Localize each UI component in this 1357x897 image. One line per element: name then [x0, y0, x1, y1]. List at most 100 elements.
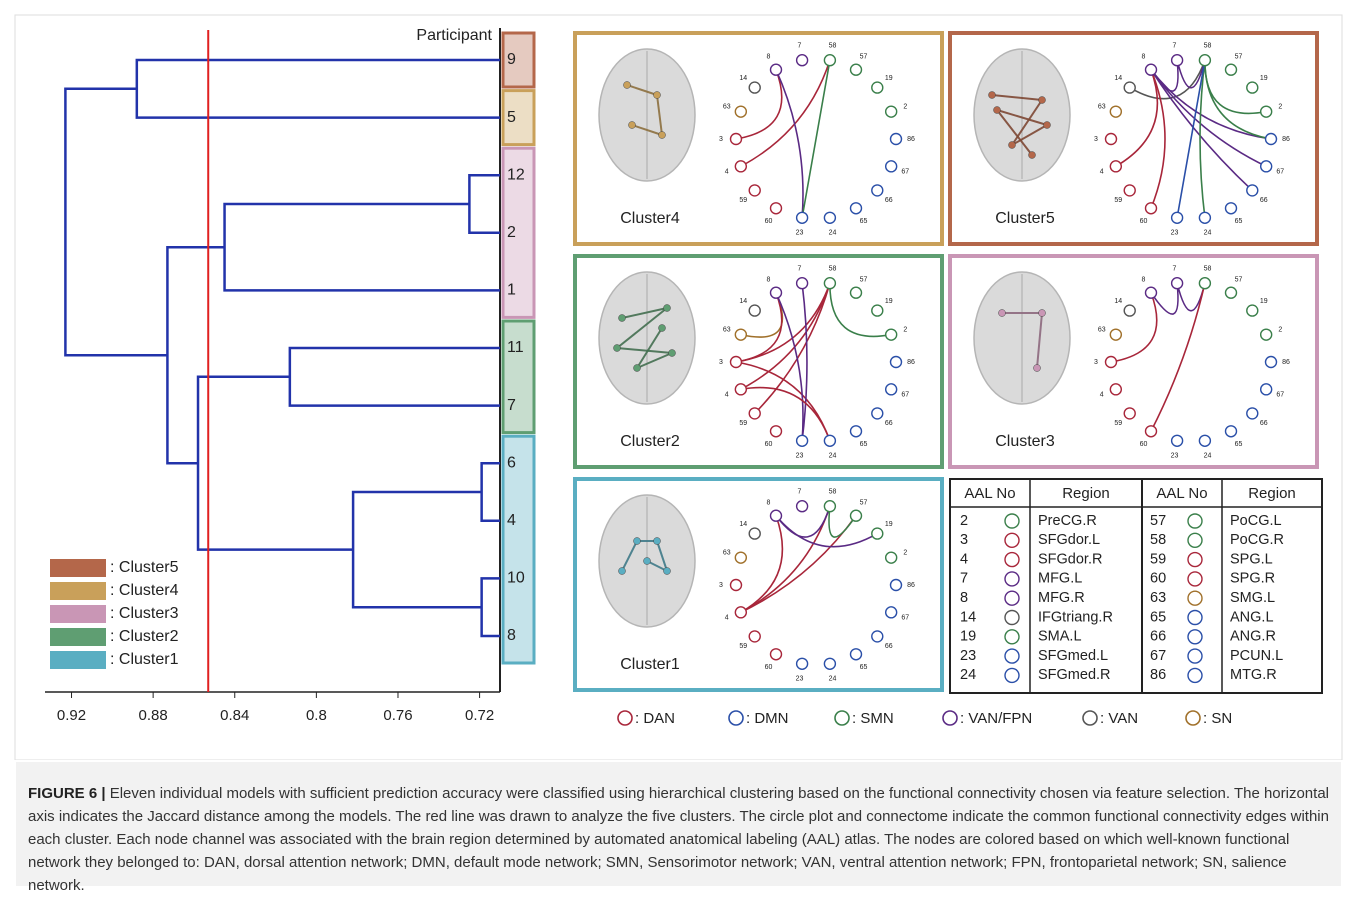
table-cell: 60	[1150, 571, 1166, 587]
circle-node	[731, 134, 742, 145]
brain-node	[619, 315, 626, 322]
node-label: 4	[1100, 391, 1104, 398]
leaf-label: 4	[507, 512, 516, 529]
circle-node	[824, 55, 835, 66]
circle-node	[1261, 106, 1272, 117]
table-cell: 86	[1150, 667, 1166, 683]
node-label: 86	[907, 582, 915, 589]
circle-node	[886, 161, 897, 172]
brain-node	[634, 538, 641, 545]
table-cell: PoCG.L	[1230, 513, 1282, 529]
dendrogram-link	[198, 377, 353, 550]
dendrogram-link	[167, 247, 224, 463]
legend-label: : Cluster2	[110, 628, 179, 645]
node-label: 2	[903, 103, 907, 110]
circle-node	[851, 510, 862, 521]
node-label: 8	[1142, 277, 1146, 284]
node-label: 4	[725, 391, 729, 398]
node-label: 59	[1114, 197, 1122, 204]
node-label: 60	[765, 441, 773, 448]
brain-node	[654, 92, 661, 99]
circle-node	[851, 426, 862, 437]
circle-node	[749, 82, 760, 93]
circle-node	[1247, 408, 1258, 419]
table-cell: 3	[960, 532, 968, 548]
table-cell: 8	[960, 590, 968, 606]
table-cell: IFGtriang.R	[1038, 609, 1113, 625]
node-label: 65	[1235, 441, 1243, 448]
node-label: 4	[725, 614, 729, 621]
node-label: 14	[1114, 298, 1122, 305]
leaf-label: 1	[507, 282, 516, 299]
node-label: 24	[829, 675, 837, 682]
brain-node	[644, 558, 651, 565]
node-label: 23	[796, 229, 804, 236]
circle-node	[735, 552, 746, 563]
circle-node	[749, 528, 760, 539]
x-tick-label: 0.72	[465, 707, 494, 724]
circle-node	[797, 278, 808, 289]
circle-node	[851, 203, 862, 214]
circle-node	[1199, 278, 1210, 289]
leaf-label: 11	[507, 339, 524, 356]
node-label: 8	[767, 54, 771, 61]
circle-node	[771, 287, 782, 298]
cluster-label: Cluster2	[620, 433, 680, 450]
circle-node	[735, 607, 746, 618]
brain-node	[624, 82, 631, 89]
table-cell: 57	[1150, 513, 1166, 529]
node-label: 24	[829, 452, 837, 459]
leaf-label: 6	[507, 454, 516, 471]
circle-node	[749, 408, 760, 419]
node-label: 4	[725, 168, 729, 175]
circle-node	[735, 161, 746, 172]
leaf-label: 9	[507, 51, 516, 68]
dendrogram-link	[353, 492, 482, 607]
circle-node	[1106, 357, 1117, 368]
node-label: 60	[1140, 441, 1148, 448]
dendrogram-link	[482, 578, 500, 636]
dendrogram-link	[482, 463, 500, 521]
dendrogram-link	[137, 60, 500, 118]
network-legend-icon	[943, 711, 957, 725]
node-label: 7	[798, 42, 802, 49]
node-label: 7	[1173, 265, 1177, 272]
circle-node	[891, 134, 902, 145]
caption-text: Eleven individual models with sufficient…	[28, 785, 1329, 894]
node-label: 66	[885, 197, 893, 204]
brain-node	[1029, 152, 1036, 159]
node-label: 4	[1100, 168, 1104, 175]
network-legend-icon	[729, 711, 743, 725]
circle-node	[749, 185, 760, 196]
node-label: 86	[907, 136, 915, 143]
node-label: 66	[1260, 197, 1268, 204]
circle-node	[735, 106, 746, 117]
node-label: 3	[719, 136, 723, 143]
table-cell: 4	[960, 551, 968, 567]
network-legend-label: : SN	[1203, 710, 1232, 727]
node-label: 67	[901, 614, 909, 621]
node-label: 2	[1278, 103, 1282, 110]
circle-node	[851, 287, 862, 298]
table-cell: 14	[960, 609, 976, 625]
circle-node	[1110, 329, 1121, 340]
circle-node	[872, 185, 883, 196]
node-label: 2	[903, 549, 907, 556]
node-label: 23	[796, 452, 804, 459]
node-label: 59	[739, 197, 747, 204]
table-header: AAL No	[964, 485, 1015, 502]
circle-node	[1226, 203, 1237, 214]
node-label: 8	[767, 500, 771, 507]
circle-node	[1199, 55, 1210, 66]
circle-node	[872, 305, 883, 316]
node-label: 3	[719, 582, 723, 589]
circle-node	[891, 580, 902, 591]
legend-swatch	[50, 605, 106, 623]
dendrogram-link	[65, 89, 167, 355]
table-cell: 59	[1150, 551, 1166, 567]
table-cell: ANG.L	[1230, 609, 1274, 625]
circle-node	[1172, 278, 1183, 289]
circle-node	[735, 329, 746, 340]
node-label: 23	[1171, 229, 1179, 236]
network-legend-icon	[1186, 711, 1200, 725]
